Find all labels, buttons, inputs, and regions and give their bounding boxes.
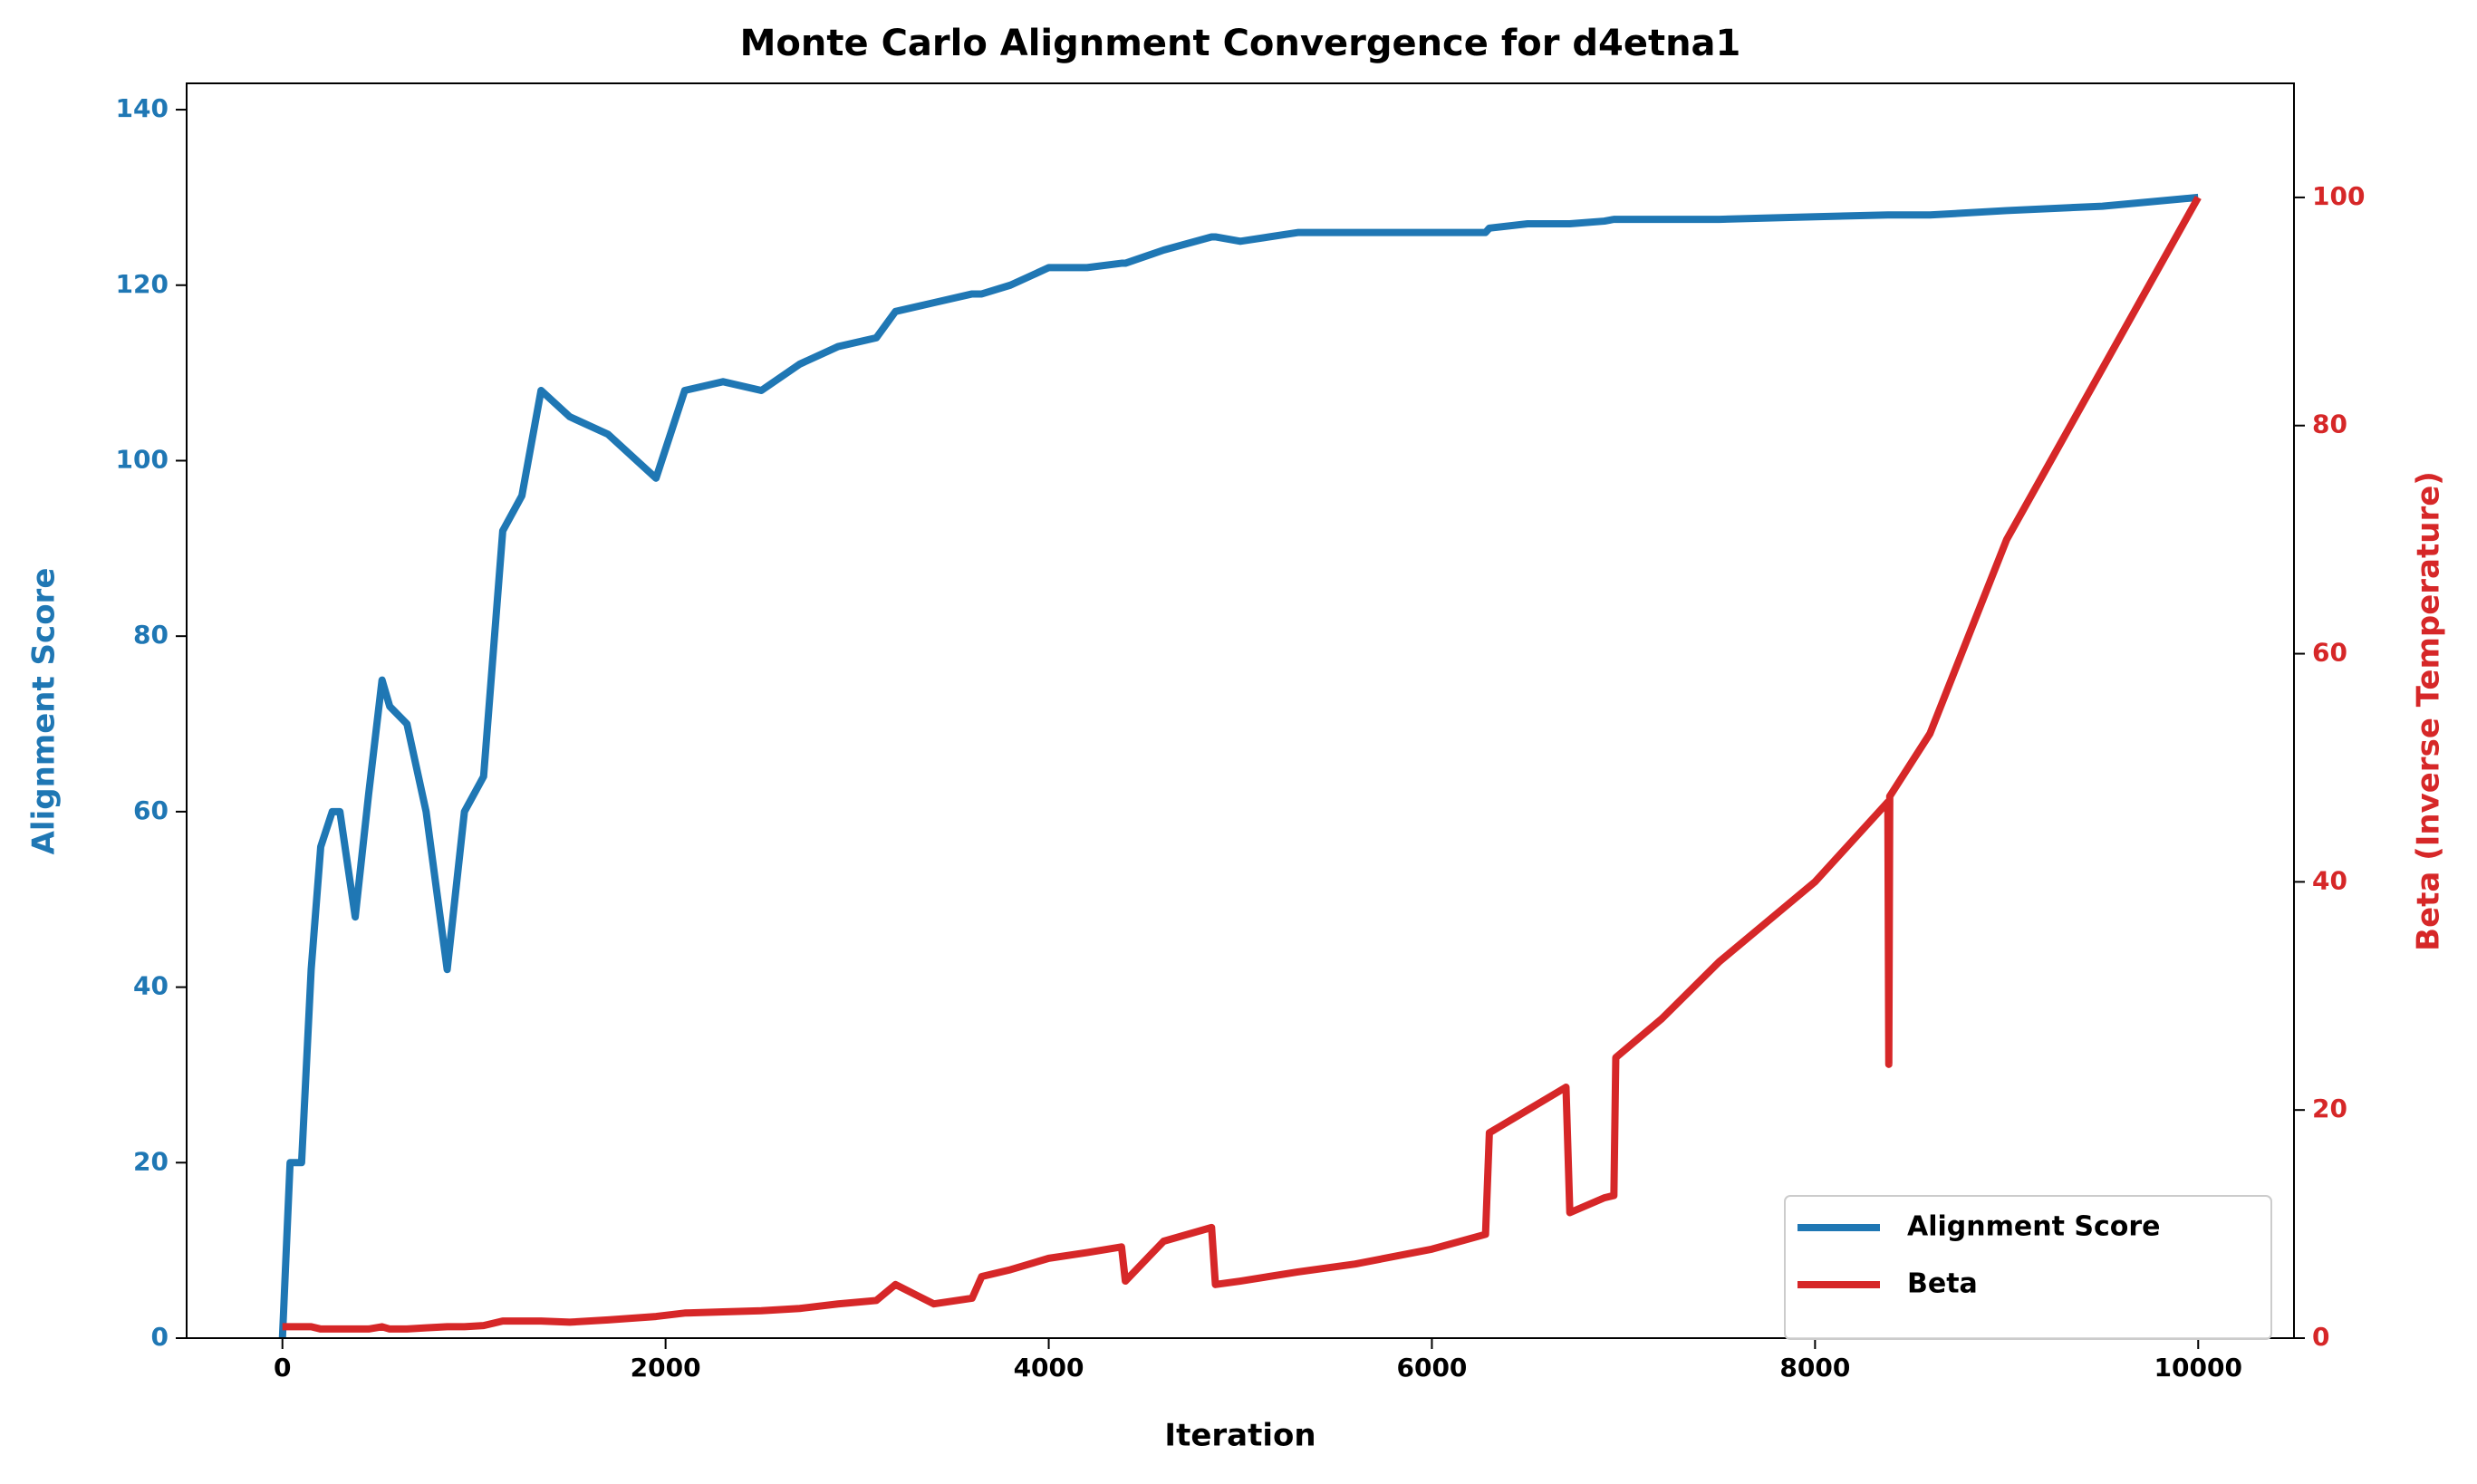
y-tick-label: 20 (133, 1146, 169, 1176)
x-tick-label: 0 (274, 1353, 291, 1383)
x-tick-label: 8000 (1779, 1353, 1850, 1383)
x-tick-label: 10000 (2154, 1353, 2242, 1383)
legend-box (1784, 1195, 2272, 1340)
x-tick-label: 6000 (1396, 1353, 1467, 1383)
data-line (278, 193, 2199, 1339)
y-tick-label: 140 (116, 93, 169, 123)
y2-tick-label: 40 (2312, 865, 2347, 895)
plot-frame (186, 82, 2295, 1339)
data-line (282, 195, 2202, 1333)
y2-axis-label: Beta (Inverse Temperature) (2411, 471, 2447, 951)
y2-tick-label: 80 (2312, 410, 2347, 439)
y-tick-label: 100 (116, 444, 169, 474)
y-tick-label: 80 (133, 620, 169, 650)
chart-title: Monte Carlo Alignment Convergence for d4… (740, 23, 1741, 64)
x-tick-label: 2000 (631, 1353, 701, 1383)
y-tick-label: 0 (151, 1322, 169, 1352)
y-tick-label: 120 (116, 269, 169, 299)
y2-tick-label: 60 (2312, 638, 2347, 668)
x-tick-label: 4000 (1014, 1353, 1084, 1383)
y-tick-label: 60 (133, 795, 169, 825)
y2-tick-label: 0 (2312, 1322, 2329, 1352)
y2-tick-label: 20 (2312, 1094, 2347, 1123)
y2-tick-label: 100 (2312, 181, 2365, 211)
legend-label: Alignment Score (1907, 1211, 2161, 1243)
y-axis-label: Alignment Score (26, 568, 63, 855)
y-tick-label: 40 (133, 971, 169, 1001)
x-axis-label: Iteration (1164, 1418, 1316, 1454)
legend-label: Beta (1907, 1268, 1978, 1300)
